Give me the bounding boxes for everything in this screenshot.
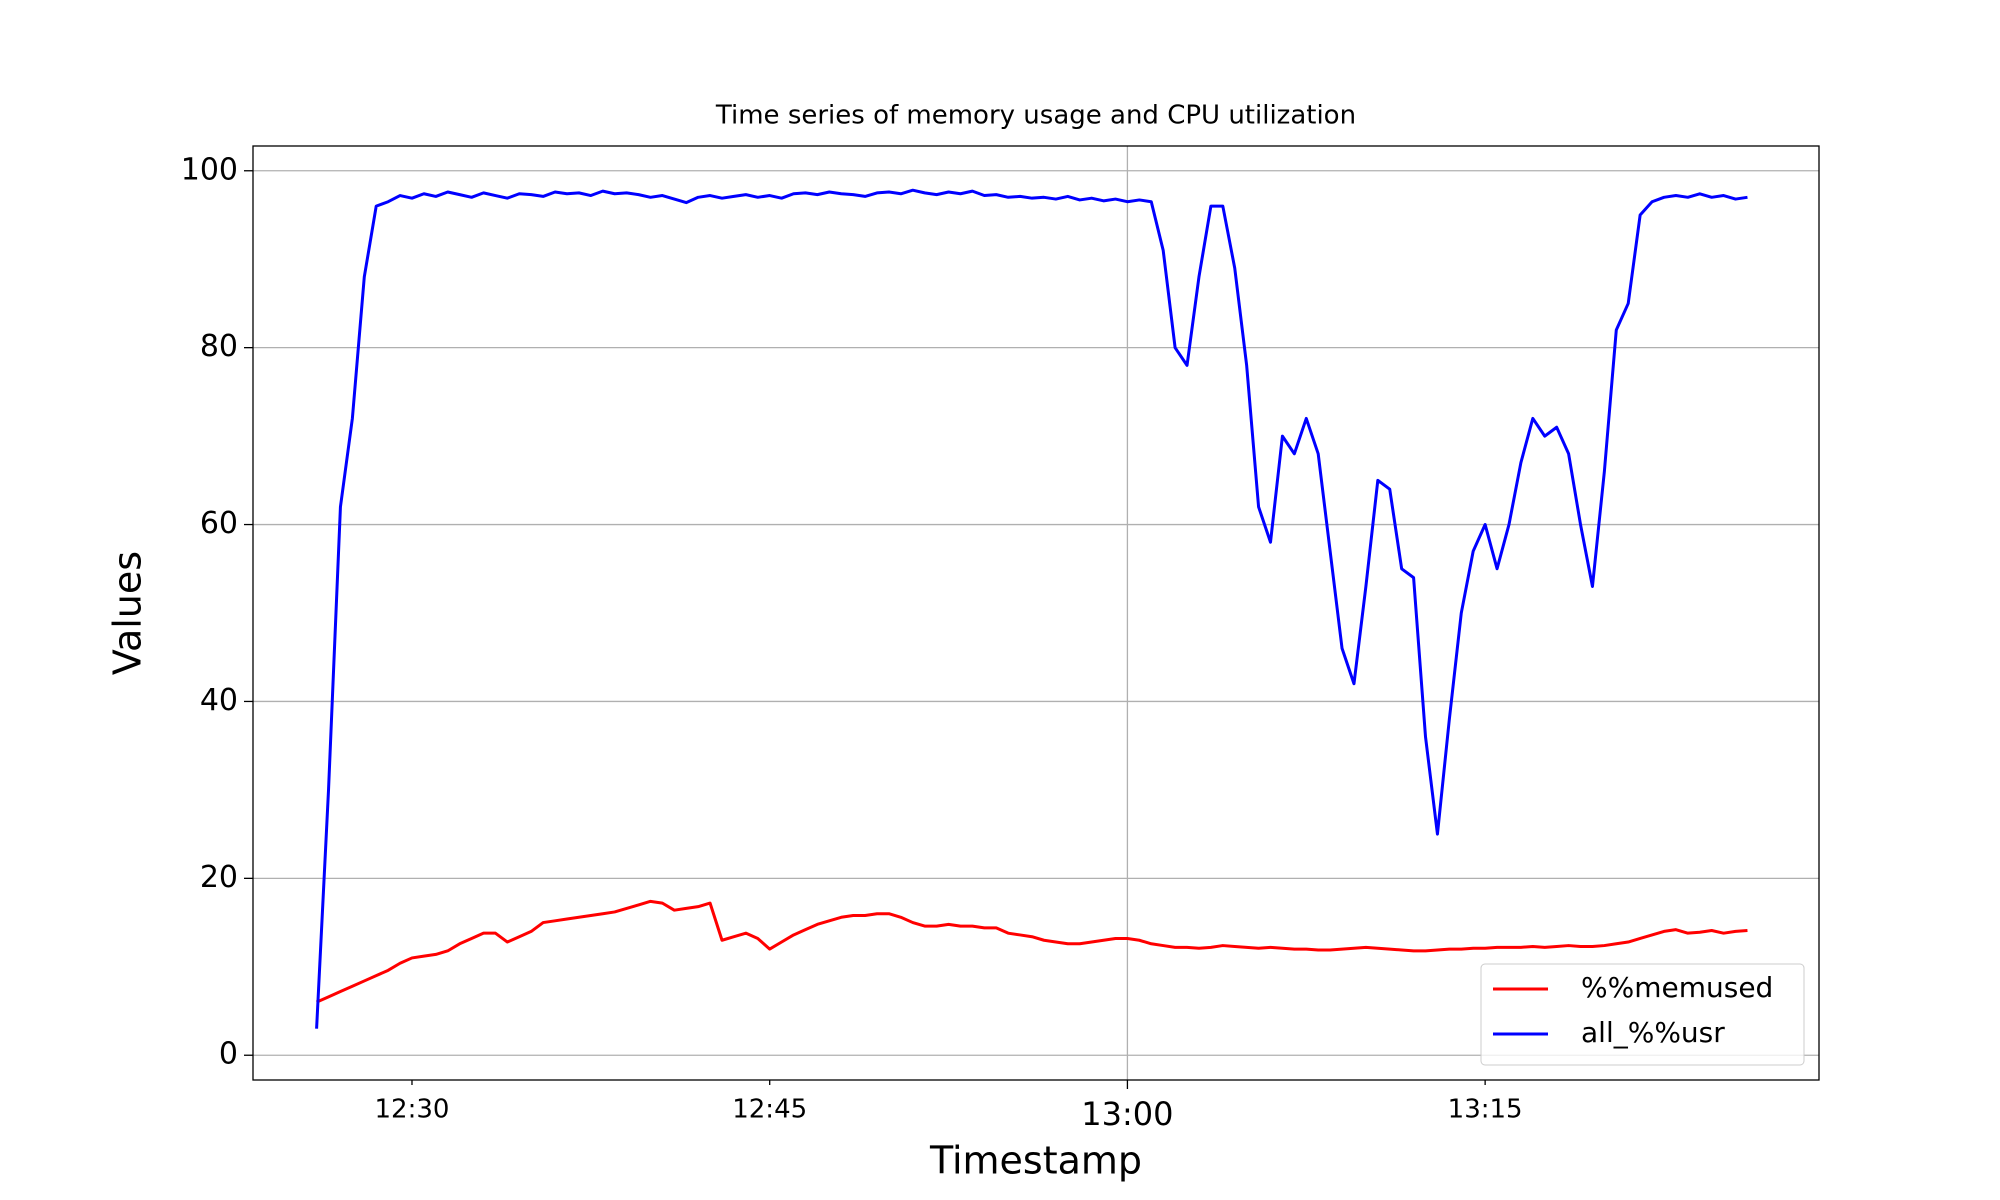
y-tick-label: 0: [219, 1037, 238, 1072]
y-tick-label: 100: [181, 152, 238, 187]
legend-label: %%memused: [1581, 971, 1773, 1004]
x-tick-label: 13:00: [1081, 1095, 1173, 1133]
y-axis-label: Values: [106, 551, 150, 675]
x-axis-label: Timestamp: [929, 1139, 1142, 1183]
x-tick-label: 12:30: [375, 1095, 450, 1125]
x-tick-label: 12:45: [732, 1095, 807, 1125]
y-tick-label: 80: [200, 329, 238, 364]
data-line: [315, 188, 1748, 1029]
legend-box: [1480, 963, 1805, 1066]
y-tick-label: 60: [200, 506, 238, 541]
data-line: [315, 899, 1748, 1004]
y-tick-label: 20: [200, 860, 238, 895]
chart-title: Time series of memory usage and CPU util…: [715, 101, 1356, 131]
y-tick-label: 40: [200, 683, 238, 718]
plot-frame: [252, 145, 1820, 1081]
x-tick-label: 13:15: [1448, 1095, 1523, 1125]
legend-label: all_%%usr: [1581, 1016, 1725, 1049]
